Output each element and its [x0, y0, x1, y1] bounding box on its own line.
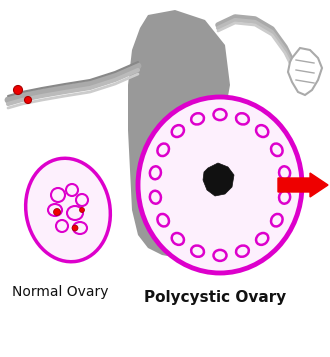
Ellipse shape	[214, 250, 226, 261]
Ellipse shape	[67, 206, 83, 220]
Ellipse shape	[157, 214, 169, 226]
Ellipse shape	[271, 214, 282, 226]
Ellipse shape	[76, 194, 88, 206]
Ellipse shape	[26, 158, 110, 262]
Circle shape	[80, 207, 84, 212]
Polygon shape	[288, 48, 322, 95]
Ellipse shape	[256, 233, 268, 245]
Ellipse shape	[236, 246, 249, 257]
Ellipse shape	[256, 125, 268, 137]
Circle shape	[14, 85, 22, 95]
Ellipse shape	[172, 233, 184, 245]
Ellipse shape	[271, 144, 282, 156]
Text: Normal Ovary: Normal Ovary	[12, 285, 108, 299]
Ellipse shape	[56, 220, 68, 232]
Polygon shape	[128, 10, 230, 258]
Text: Polycystic Ovary: Polycystic Ovary	[144, 290, 286, 305]
Ellipse shape	[172, 125, 184, 137]
Ellipse shape	[191, 246, 204, 257]
Ellipse shape	[279, 166, 290, 179]
Ellipse shape	[191, 113, 204, 125]
Circle shape	[72, 225, 78, 231]
Ellipse shape	[66, 184, 78, 196]
Ellipse shape	[150, 166, 161, 179]
Polygon shape	[203, 163, 234, 196]
Ellipse shape	[150, 191, 161, 204]
Ellipse shape	[48, 204, 62, 216]
Ellipse shape	[279, 191, 290, 204]
Ellipse shape	[214, 109, 226, 120]
Ellipse shape	[157, 144, 169, 156]
Ellipse shape	[236, 113, 249, 125]
Ellipse shape	[51, 188, 65, 202]
Circle shape	[24, 96, 31, 104]
Ellipse shape	[138, 97, 302, 273]
FancyArrow shape	[278, 173, 328, 197]
Ellipse shape	[73, 222, 87, 234]
Circle shape	[53, 208, 60, 216]
